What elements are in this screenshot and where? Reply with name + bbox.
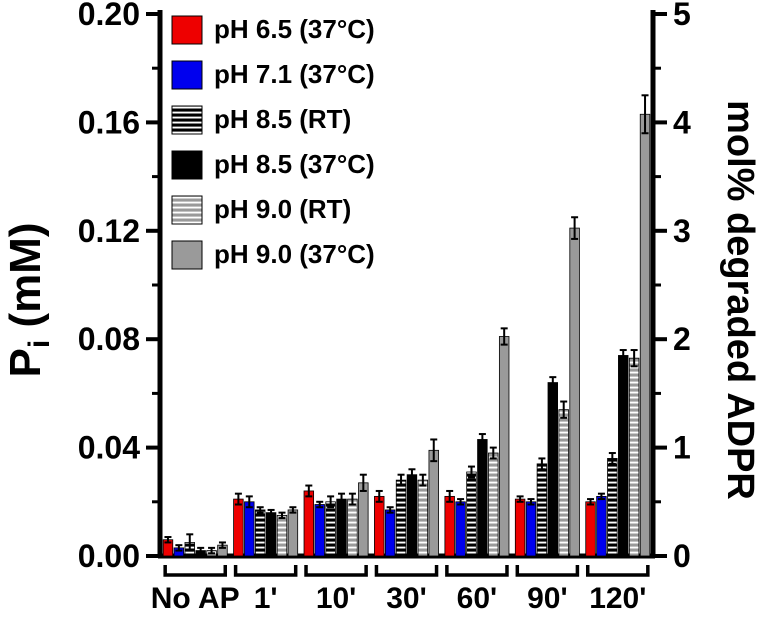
legend-label: pH 6.5 (37°C) [214, 14, 375, 44]
right-tick-label: 5 [673, 0, 691, 32]
bar [265, 512, 277, 557]
bar [488, 452, 499, 557]
bar [358, 482, 369, 557]
left-tick-label: 0.20 [78, 0, 140, 32]
bar [596, 495, 607, 557]
left-tick-label: 0.00 [78, 538, 140, 574]
group-bracket [233, 565, 298, 577]
left-tick-label: 0.12 [78, 213, 140, 249]
legend-swatch [171, 105, 203, 135]
bar [514, 498, 526, 557]
bar [585, 501, 596, 557]
right-tick-label: 0 [673, 538, 691, 574]
legend-label: pH 8.5 (37°C) [214, 149, 375, 179]
left-axis-label: Pi (mM) [1, 222, 56, 377]
category-label: 90' [527, 582, 568, 615]
right-tick-label: 4 [673, 104, 691, 140]
bar [336, 498, 347, 557]
bar [569, 227, 580, 557]
group-bracket [374, 565, 439, 577]
bar [639, 113, 651, 557]
category-label: 120' [589, 582, 646, 615]
bar [347, 498, 358, 557]
bar [303, 490, 315, 557]
legend-swatch [171, 15, 203, 45]
left-tick-label: 0.16 [78, 104, 140, 140]
category-label: No AP [151, 582, 240, 615]
legend-swatch [171, 195, 203, 225]
bar [384, 509, 396, 557]
bar [607, 458, 618, 557]
bar [525, 501, 537, 557]
bar [536, 463, 548, 557]
legend-swatch [171, 240, 203, 270]
category-label: 1' [254, 582, 278, 615]
category-label: 60' [457, 582, 498, 615]
bar [233, 498, 244, 557]
group-bracket [445, 565, 509, 577]
bar [314, 504, 325, 557]
bar [417, 479, 429, 557]
group-bracket [585, 565, 650, 577]
bar [254, 509, 266, 557]
legend-label: pH 9.0 (RT) [214, 194, 351, 224]
bar [406, 474, 418, 557]
bar [477, 439, 488, 557]
category-label: 10' [316, 582, 357, 615]
group-bracket [304, 565, 368, 577]
bar [466, 471, 477, 557]
bar [628, 357, 640, 557]
group-bracket [515, 565, 580, 577]
group-bracket [163, 565, 228, 577]
legend-label: pH 7.1 (37°C) [214, 59, 375, 89]
category-label: 30' [386, 582, 427, 615]
bar [547, 382, 559, 557]
bar [395, 479, 407, 557]
bar [244, 501, 255, 557]
left-tick-label: 0.08 [78, 321, 140, 357]
legend-label: pH 9.0 (37°C) [214, 239, 375, 269]
legend-swatch [171, 150, 203, 180]
left-tick-label: 0.04 [78, 430, 140, 466]
legend-label: pH 8.5 (RT) [214, 104, 351, 134]
bar [374, 495, 385, 557]
right-tick-label: 2 [673, 321, 691, 357]
bar [444, 495, 455, 557]
bar [287, 509, 299, 557]
legend-swatch [171, 60, 203, 90]
bar [276, 514, 288, 557]
bar [455, 501, 466, 557]
bar [325, 501, 336, 557]
bar [498, 336, 510, 557]
bar [618, 355, 629, 557]
right-tick-label: 3 [673, 213, 691, 249]
right-tick-label: 1 [673, 430, 691, 466]
bar [428, 449, 439, 557]
right-axis-label: mol% degraded ADPR [719, 100, 761, 500]
bar [558, 409, 569, 557]
